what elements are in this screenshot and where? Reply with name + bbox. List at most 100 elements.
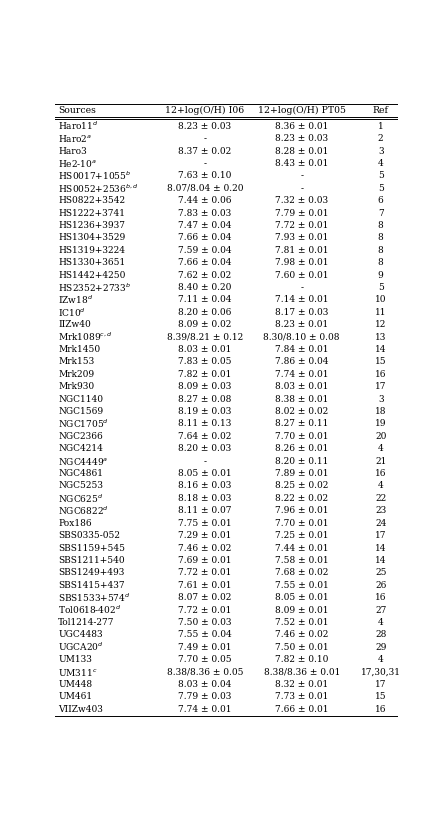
Text: 7.52 ± 0.01: 7.52 ± 0.01 xyxy=(275,618,328,627)
Text: 1: 1 xyxy=(378,121,384,130)
Text: Mrk1089$^{c,d}$: Mrk1089$^{c,d}$ xyxy=(58,331,113,343)
Text: 23: 23 xyxy=(375,506,386,515)
Text: SBS1211+540: SBS1211+540 xyxy=(58,556,125,565)
Text: 17: 17 xyxy=(375,531,386,540)
Text: 7.82 ± 0.10: 7.82 ± 0.10 xyxy=(275,655,328,664)
Text: 7.84 ± 0.01: 7.84 ± 0.01 xyxy=(275,345,328,354)
Text: 7.72 ± 0.01: 7.72 ± 0.01 xyxy=(178,606,232,615)
Text: 7.64 ± 0.02: 7.64 ± 0.02 xyxy=(178,432,232,441)
Text: NGC6822$^{d}$: NGC6822$^{d}$ xyxy=(58,504,109,517)
Text: 8.39/8.21 ± 0.12: 8.39/8.21 ± 0.12 xyxy=(167,333,243,341)
Text: 7.11 ± 0.04: 7.11 ± 0.04 xyxy=(178,296,232,305)
Text: 7: 7 xyxy=(378,209,384,218)
Text: -: - xyxy=(300,171,303,180)
Text: Haro3: Haro3 xyxy=(58,147,87,156)
Text: 7.74 ± 0.01: 7.74 ± 0.01 xyxy=(275,370,328,379)
Text: HS1319+3224: HS1319+3224 xyxy=(58,246,126,255)
Text: SBS1415+437: SBS1415+437 xyxy=(58,581,125,590)
Text: 8.28 ± 0.01: 8.28 ± 0.01 xyxy=(275,147,328,156)
Text: NGC1569: NGC1569 xyxy=(58,407,103,416)
Text: 13: 13 xyxy=(375,333,386,341)
Text: 8.02 ± 0.02: 8.02 ± 0.02 xyxy=(275,407,328,416)
Text: HS0052+2536$^{b,d}$: HS0052+2536$^{b,d}$ xyxy=(58,182,139,195)
Text: 8.23 ± 0.01: 8.23 ± 0.01 xyxy=(275,320,328,329)
Text: NGC5253: NGC5253 xyxy=(58,482,103,491)
Text: 4: 4 xyxy=(378,444,384,453)
Text: 5: 5 xyxy=(378,184,384,193)
Text: 7.70 ± 0.01: 7.70 ± 0.01 xyxy=(275,518,328,527)
Text: 8.07/8.04 ± 0.20: 8.07/8.04 ± 0.20 xyxy=(167,184,243,193)
Text: 7.29 ± 0.01: 7.29 ± 0.01 xyxy=(178,531,232,540)
Text: 22: 22 xyxy=(375,494,386,503)
Text: 8.38/8.36 ± 0.01: 8.38/8.36 ± 0.01 xyxy=(263,667,340,676)
Text: 5: 5 xyxy=(378,171,384,180)
Text: 7.69 ± 0.01: 7.69 ± 0.01 xyxy=(178,556,232,565)
Text: 18: 18 xyxy=(375,407,386,416)
Text: 7.63 ± 0.10: 7.63 ± 0.10 xyxy=(178,171,232,180)
Text: 8.38 ± 0.01: 8.38 ± 0.01 xyxy=(275,394,328,403)
Text: NGC4861: NGC4861 xyxy=(58,469,103,478)
Text: -: - xyxy=(300,184,303,193)
Text: 7.72 ± 0.01: 7.72 ± 0.01 xyxy=(275,221,328,230)
Text: 8.20 ± 0.03: 8.20 ± 0.03 xyxy=(178,444,232,453)
Text: 4: 4 xyxy=(378,159,384,168)
Text: 8.03 ± 0.04: 8.03 ± 0.04 xyxy=(178,680,232,689)
Text: 7.55 ± 0.01: 7.55 ± 0.01 xyxy=(275,581,328,590)
Text: 7.83 ± 0.05: 7.83 ± 0.05 xyxy=(178,358,232,367)
Text: 21: 21 xyxy=(375,456,386,465)
Text: 7.75 ± 0.01: 7.75 ± 0.01 xyxy=(178,518,232,527)
Text: 8.09 ± 0.03: 8.09 ± 0.03 xyxy=(178,382,232,391)
Text: -: - xyxy=(203,134,206,143)
Text: 4: 4 xyxy=(378,482,384,491)
Text: HS1222+3741: HS1222+3741 xyxy=(58,209,126,218)
Text: HS1442+4250: HS1442+4250 xyxy=(58,271,126,280)
Text: Tol0618-402$^{d}$: Tol0618-402$^{d}$ xyxy=(58,604,122,616)
Text: 8: 8 xyxy=(378,221,384,230)
Text: 9: 9 xyxy=(378,271,384,280)
Text: 28: 28 xyxy=(375,630,386,639)
Text: NGC4214: NGC4214 xyxy=(58,444,103,453)
Text: Mrk930: Mrk930 xyxy=(58,382,95,391)
Text: 7.44 ± 0.06: 7.44 ± 0.06 xyxy=(178,196,232,205)
Text: SBS1249+493: SBS1249+493 xyxy=(58,568,125,577)
Text: 8.11 ± 0.07: 8.11 ± 0.07 xyxy=(178,506,232,515)
Text: 8.11 ± 0.13: 8.11 ± 0.13 xyxy=(178,420,232,429)
Text: 8.38/8.36 ± 0.05: 8.38/8.36 ± 0.05 xyxy=(167,667,243,676)
Text: 27: 27 xyxy=(375,606,386,615)
Text: Haro2$^{a}$: Haro2$^{a}$ xyxy=(58,133,92,144)
Text: Mrk209: Mrk209 xyxy=(58,370,95,379)
Text: 7.55 ± 0.04: 7.55 ± 0.04 xyxy=(178,630,232,639)
Text: 7.79 ± 0.03: 7.79 ± 0.03 xyxy=(178,693,232,702)
Text: 12: 12 xyxy=(375,320,386,329)
Text: 16: 16 xyxy=(375,469,386,478)
Text: SBS0335-052: SBS0335-052 xyxy=(58,531,120,540)
Text: 29: 29 xyxy=(375,643,386,652)
Text: 7.46 ± 0.02: 7.46 ± 0.02 xyxy=(275,630,328,639)
Text: 7.79 ± 0.01: 7.79 ± 0.01 xyxy=(275,209,328,218)
Text: IC10$^{d}$: IC10$^{d}$ xyxy=(58,306,86,319)
Text: 25: 25 xyxy=(375,568,386,577)
Text: Mrk1450: Mrk1450 xyxy=(58,345,100,354)
Text: 7.81 ± 0.01: 7.81 ± 0.01 xyxy=(275,246,328,255)
Text: 7.66 ± 0.04: 7.66 ± 0.04 xyxy=(178,258,232,267)
Text: HS1330+3651: HS1330+3651 xyxy=(58,258,126,267)
Text: 7.70 ± 0.01: 7.70 ± 0.01 xyxy=(275,432,328,441)
Text: 17: 17 xyxy=(375,382,386,391)
Text: 8: 8 xyxy=(378,246,384,255)
Text: 7.66 ± 0.04: 7.66 ± 0.04 xyxy=(178,233,232,242)
Text: 7.50 ± 0.03: 7.50 ± 0.03 xyxy=(178,618,232,627)
Text: 8.43 ± 0.01: 8.43 ± 0.01 xyxy=(275,159,328,168)
Text: 8.05 ± 0.01: 8.05 ± 0.01 xyxy=(178,469,232,478)
Text: 8.03 ± 0.01: 8.03 ± 0.01 xyxy=(178,345,232,354)
Text: 8.19 ± 0.03: 8.19 ± 0.03 xyxy=(178,407,232,416)
Text: 8.25 ± 0.02: 8.25 ± 0.02 xyxy=(275,482,328,491)
Text: 8.40 ± 0.20: 8.40 ± 0.20 xyxy=(178,283,232,292)
Text: 16: 16 xyxy=(375,370,386,379)
Text: 7.50 ± 0.01: 7.50 ± 0.01 xyxy=(275,643,328,652)
Text: 3: 3 xyxy=(378,394,384,403)
Text: 26: 26 xyxy=(375,581,386,590)
Text: 16: 16 xyxy=(375,705,386,714)
Text: NGC1705$^{d}$: NGC1705$^{d}$ xyxy=(58,418,109,430)
Text: NGC4449$^{a}$: NGC4449$^{a}$ xyxy=(58,456,109,467)
Text: 7.74 ± 0.01: 7.74 ± 0.01 xyxy=(178,705,232,714)
